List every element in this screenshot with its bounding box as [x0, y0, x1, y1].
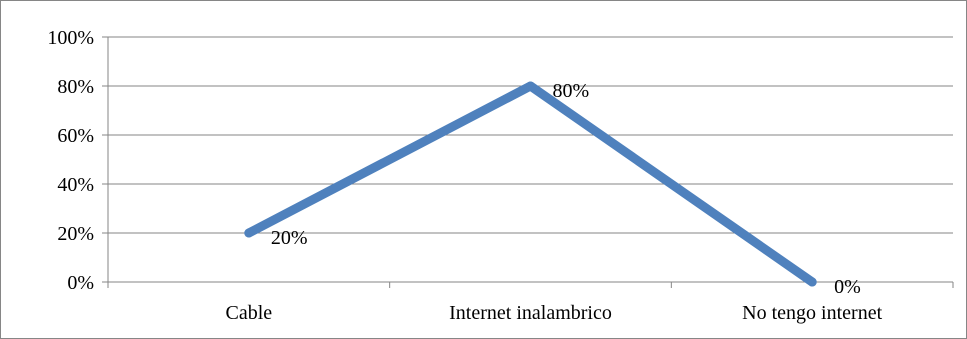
x-tick-label: Cable — [226, 302, 273, 324]
y-tick-label: 60% — [57, 125, 94, 147]
gridlines — [108, 36, 953, 234]
data-label: 80% — [553, 80, 590, 102]
y-tick-labels: 0% 20% 40% 60% 80% 100% — [47, 27, 94, 294]
x-tick-label: No tengo internet — [742, 302, 882, 324]
data-label: 20% — [271, 227, 308, 249]
x-tick-label: Internet inalambrico — [449, 302, 612, 324]
data-point — [244, 228, 254, 238]
y-tick-label: 100% — [47, 27, 94, 49]
y-tick-label: 40% — [57, 174, 94, 196]
y-tick-label: 20% — [57, 223, 94, 245]
data-point — [526, 81, 535, 91]
series-lines — [244, 81, 817, 287]
data-labels: 20% 80% 0% — [271, 80, 861, 298]
data-label: 0% — [834, 276, 861, 298]
data-point — [807, 277, 817, 287]
y-tick-label: 80% — [57, 76, 94, 98]
x-tick-labels: Cable Internet inalambrico No tengo intern… — [226, 302, 883, 324]
y-tick-label: 0% — [67, 272, 94, 294]
